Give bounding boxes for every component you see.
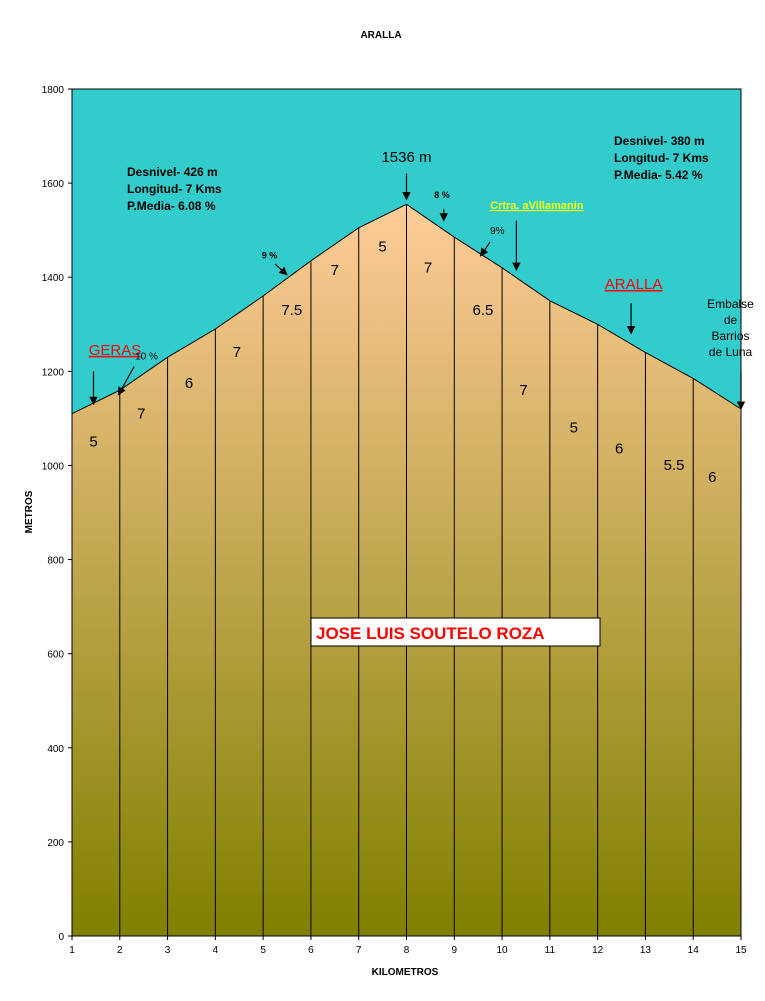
grade-10-label: 10 % [135, 352, 158, 363]
x-tick-label: 13 [640, 945, 652, 956]
author-box: JOSE LUIS SOUTELO ROZA [310, 617, 601, 647]
y-tick-label: 0 [58, 932, 64, 943]
embalse-label-line: de Luna [709, 345, 753, 359]
segment-grade-label: 7 [331, 262, 339, 279]
x-tick-label: 4 [213, 945, 219, 956]
x-tick-label: 1 [69, 945, 75, 956]
crtra-label: Crtra. aVillamanin [490, 200, 584, 212]
grade-9-right-label: 9% [490, 226, 505, 237]
annotations: 1536 m Desnivel- 426 m Longitud- 7 Kms P.Me… [89, 134, 754, 410]
embalse-label-line: Barrios [711, 329, 749, 343]
segment-grade-label: 7 [519, 382, 527, 399]
segment-grade-label: 6 [708, 469, 716, 486]
segment-grade-label: 6 [615, 441, 623, 458]
embalse-label-line: de [724, 313, 738, 327]
x-axis: 1 2 3 4 5 6 7 8 9 10 11 12 13 14 15 [69, 936, 747, 956]
grade-9-right-arrow [480, 241, 491, 257]
segment-grade-label: 5.5 [664, 457, 685, 474]
x-tick-label: 10 [497, 945, 509, 956]
grade-9-left-label: 9 % [262, 250, 278, 260]
y-tick-label: 600 [47, 650, 64, 661]
x-axis-label: KILOMETROS [372, 967, 439, 978]
segment-grade-label: 5 [378, 238, 386, 255]
y-tick-label: 1800 [42, 85, 65, 96]
segment-grade-label: 5 [570, 420, 578, 437]
segment-grade-label: 7.5 [281, 302, 302, 319]
author-label: JOSE LUIS SOUTELO ROZA [316, 624, 545, 643]
y-axis: 0 200 400 600 800 1000 1200 1400 1600 1800 [42, 85, 72, 943]
y-tick-label: 1200 [42, 367, 65, 378]
segment-grade-label: 6 [185, 375, 193, 392]
km-dividers [119, 204, 694, 936]
x-tick-label: 11 [545, 945, 556, 956]
right-stats-line: P.Media- 5.42 % [614, 168, 703, 182]
segment-grade-label: 7 [137, 405, 145, 422]
aralla-label: ARALLA [605, 276, 663, 293]
y-tick-label: 1000 [42, 461, 65, 472]
x-tick-label: 3 [165, 945, 171, 956]
x-tick-label: 7 [356, 945, 362, 956]
grade-9-left-arrow [274, 263, 288, 276]
segment-grade-label: 7 [233, 344, 241, 361]
segment-grade-label: 5 [89, 434, 97, 451]
geras-label: GERAS [89, 342, 142, 359]
y-axis-label: METROS [24, 490, 35, 533]
x-tick-label: 2 [117, 945, 123, 956]
left-stats-line: P.Media- 6.08 % [127, 199, 216, 213]
elevation-line [71, 203, 742, 415]
x-tick-label: 6 [308, 945, 314, 956]
right-stats-line: Desnivel- 380 m [614, 134, 705, 148]
y-tick-label: 1600 [42, 179, 65, 190]
y-tick-label: 400 [47, 744, 64, 755]
segment-grades: 5 7 6 7 7.5 7 5 7 6.5 7 5 6 5.5 6 [89, 238, 716, 486]
left-stats-line: Desnivel- 426 m [127, 165, 218, 179]
x-tick-label: 5 [260, 945, 266, 956]
y-tick-label: 1400 [42, 273, 65, 284]
y-tick-label: 200 [47, 838, 64, 849]
right-stats-line: Longitud- 7 Kms [614, 151, 709, 165]
x-tick-label: 8 [404, 945, 410, 956]
chart-title: ARALLA [360, 30, 401, 41]
grade-8-label: 8 % [434, 190, 450, 200]
segment-grade-label: 6.5 [473, 302, 494, 319]
y-tick-label: 800 [47, 556, 64, 567]
x-tick-label: 15 [735, 945, 747, 956]
peak-label: 1536 m [381, 149, 431, 166]
left-stats-line: Longitud- 7 Kms [127, 182, 222, 196]
x-tick-label: 12 [592, 945, 604, 956]
segment-grade-label: 7 [424, 260, 432, 277]
embalse-label-line: Embalse [707, 297, 754, 311]
x-tick-label: 9 [452, 945, 458, 956]
x-tick-label: 14 [688, 945, 700, 956]
grade-10-arrow [117, 366, 135, 396]
